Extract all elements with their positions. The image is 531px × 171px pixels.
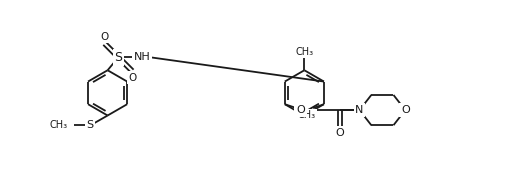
Text: O: O bbox=[401, 105, 409, 115]
Text: O: O bbox=[128, 73, 136, 83]
Text: N: N bbox=[355, 105, 364, 115]
Text: CH₃: CH₃ bbox=[295, 47, 313, 57]
Text: S: S bbox=[87, 120, 93, 130]
Text: O: O bbox=[296, 105, 305, 115]
Text: N: N bbox=[355, 105, 364, 115]
Text: CH₃: CH₃ bbox=[49, 120, 67, 130]
Text: CH₃: CH₃ bbox=[297, 110, 315, 120]
Text: O: O bbox=[336, 128, 344, 138]
Text: NH: NH bbox=[134, 52, 151, 62]
Text: O: O bbox=[100, 32, 109, 42]
Text: S: S bbox=[114, 51, 123, 64]
